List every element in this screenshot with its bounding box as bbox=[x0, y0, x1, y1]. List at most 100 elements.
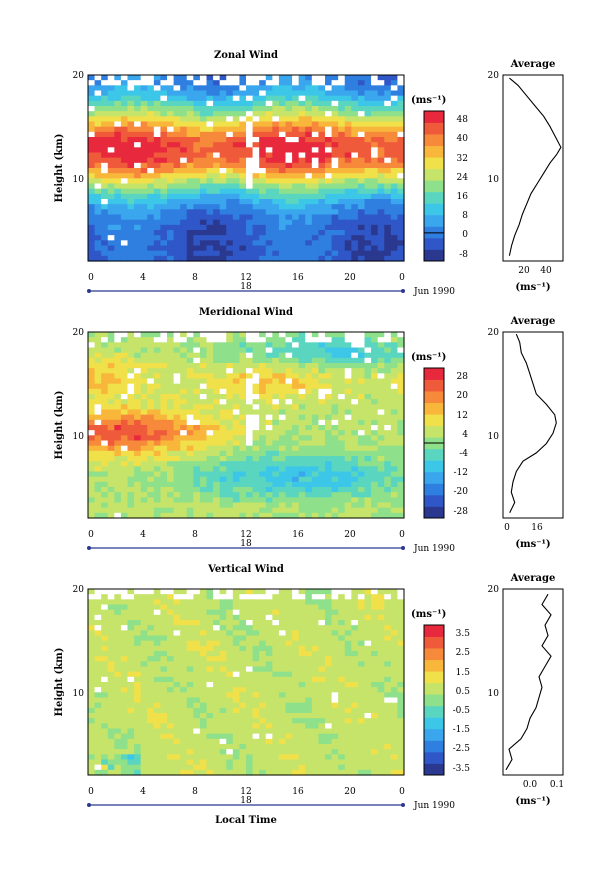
heatmap-cell bbox=[199, 240, 208, 247]
heatmap-cell bbox=[199, 373, 208, 380]
heatmap-cell bbox=[252, 599, 260, 606]
heatmap-cell bbox=[134, 512, 142, 519]
heatmap-cell bbox=[101, 106, 109, 112]
heatmap-cell bbox=[259, 342, 267, 349]
heatmap-cell bbox=[292, 90, 300, 97]
colorbar-segment bbox=[424, 111, 444, 123]
heatmap-cell bbox=[173, 173, 181, 179]
heatmap-cell bbox=[120, 368, 129, 374]
heatmap-cell bbox=[252, 481, 260, 488]
heatmap-cell bbox=[377, 507, 385, 514]
heatmap-cell bbox=[371, 692, 379, 699]
heatmap-cell bbox=[298, 240, 306, 247]
heatmap-cell bbox=[232, 209, 241, 216]
heatmap-cell bbox=[259, 183, 267, 190]
heatmap-cell bbox=[305, 230, 313, 236]
heatmap-cell bbox=[94, 682, 102, 688]
heatmap-cell bbox=[232, 75, 241, 81]
heatmap-cell bbox=[338, 193, 346, 200]
heatmap-cell bbox=[351, 80, 359, 86]
heatmap-cell bbox=[246, 137, 254, 143]
heatmap-cell bbox=[101, 651, 109, 657]
heatmap-cell bbox=[265, 240, 273, 247]
heatmap-cell bbox=[134, 651, 142, 657]
heatmap-cell bbox=[199, 640, 208, 647]
heatmap-cell bbox=[186, 450, 194, 457]
heatmap-cell bbox=[325, 456, 333, 462]
heatmap-cell bbox=[377, 723, 385, 730]
heatmap-cell bbox=[167, 404, 175, 411]
heatmap-cell bbox=[180, 738, 188, 745]
heatmap-cell bbox=[377, 609, 385, 616]
heatmap-cell bbox=[377, 456, 385, 462]
heatmap-cell bbox=[259, 214, 267, 221]
heatmap-cell bbox=[94, 697, 102, 704]
heatmap-cell bbox=[364, 440, 372, 447]
heatmap-cell bbox=[94, 723, 102, 730]
heatmap-cell bbox=[298, 461, 306, 467]
heatmap-cell bbox=[153, 219, 162, 226]
heatmap-cell bbox=[371, 193, 379, 200]
heatmap-cell bbox=[213, 347, 221, 354]
heatmap-cell bbox=[338, 147, 346, 154]
heatmap-cell bbox=[318, 435, 326, 442]
heatmap-cell bbox=[390, 347, 399, 354]
heatmap-cell bbox=[331, 450, 339, 457]
heatmap-cell bbox=[338, 676, 346, 683]
heatmap-cell bbox=[285, 682, 293, 688]
heatmap-cell bbox=[120, 440, 129, 447]
heatmap-cell bbox=[140, 162, 148, 169]
heatmap-cell bbox=[153, 635, 162, 642]
heatmap-cell bbox=[278, 100, 287, 107]
heatmap-cell bbox=[219, 368, 227, 374]
heatmap-cell bbox=[371, 666, 379, 673]
heatmap-cell bbox=[311, 121, 320, 128]
heatmap-cell bbox=[101, 255, 109, 262]
heatmap-cell bbox=[384, 147, 392, 154]
heatmap-cell bbox=[226, 692, 234, 699]
heatmap-cell bbox=[325, 209, 333, 216]
heatmap-cell bbox=[88, 131, 96, 138]
heatmap-cell bbox=[278, 204, 287, 210]
heatmap-cell bbox=[206, 445, 214, 452]
heatmap-cell bbox=[371, 487, 379, 493]
heatmap-cell bbox=[384, 620, 392, 626]
heatmap-cell bbox=[180, 250, 188, 257]
zonal-average-title: Average bbox=[510, 59, 556, 70]
heatmap-cell bbox=[101, 435, 109, 442]
heatmap-cell bbox=[88, 419, 96, 426]
heatmap-cell bbox=[259, 409, 267, 416]
heatmap-cell bbox=[167, 188, 175, 195]
heatmap-cell bbox=[272, 620, 280, 626]
heatmap-cell bbox=[325, 204, 333, 210]
heatmap-cell bbox=[140, 723, 148, 730]
heatmap-cell bbox=[278, 645, 287, 652]
heatmap-cell bbox=[107, 671, 115, 678]
heatmap-cell bbox=[265, 404, 273, 411]
heatmap-cell bbox=[239, 594, 247, 600]
heatmap-cell bbox=[239, 111, 247, 117]
heatmap-cell bbox=[265, 414, 273, 421]
heatmap-cell bbox=[318, 430, 326, 436]
heatmap-cell bbox=[199, 435, 208, 442]
heatmap-cell bbox=[246, 507, 254, 514]
heatmap-cell bbox=[305, 445, 313, 452]
heatmap-cell bbox=[246, 481, 254, 488]
heatmap-cell bbox=[344, 235, 352, 241]
heatmap-cell bbox=[160, 589, 168, 595]
heatmap-cell bbox=[292, 95, 300, 102]
heatmap-cell bbox=[364, 414, 372, 421]
heatmap-cell bbox=[167, 230, 175, 236]
heatmap-cell bbox=[147, 687, 155, 693]
heatmap-cell bbox=[219, 219, 227, 226]
heatmap-cell bbox=[357, 342, 366, 349]
heatmap-cell bbox=[397, 383, 405, 390]
heatmap-cell bbox=[338, 635, 346, 642]
heatmap-cell bbox=[226, 383, 234, 390]
heatmap-cell bbox=[193, 625, 201, 631]
heatmap-cell bbox=[252, 357, 260, 364]
heatmap-cell bbox=[390, 502, 399, 509]
heatmap-cell bbox=[298, 75, 306, 81]
heatmap-cell bbox=[351, 137, 359, 143]
